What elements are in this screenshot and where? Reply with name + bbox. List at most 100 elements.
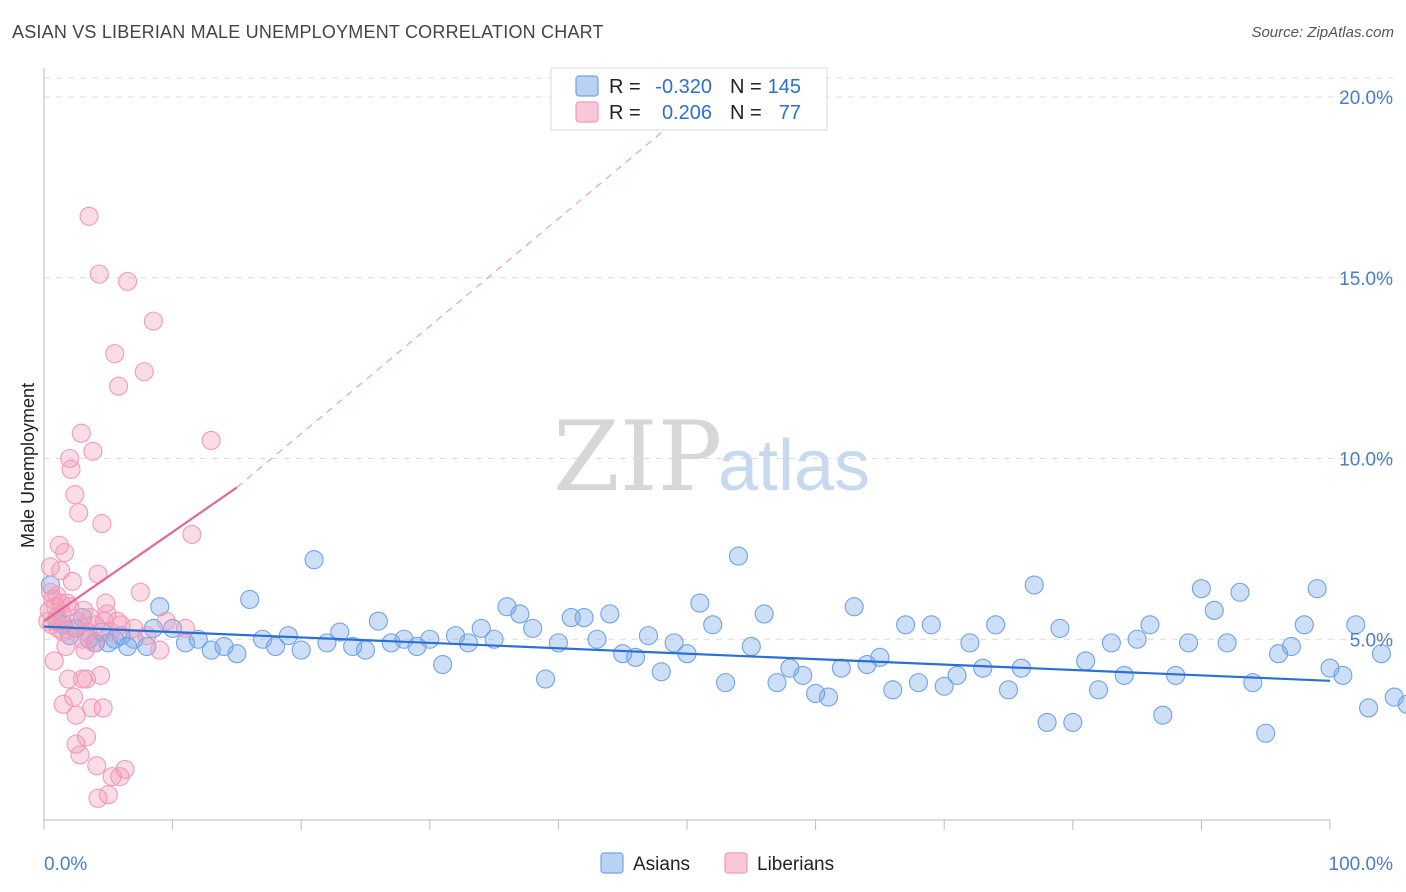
asian-point-45 [523,618,543,638]
watermark-zip: ZIP [553,401,722,513]
y-tick-label-1: 10.0% [1339,450,1393,471]
asian-point-72 [870,647,890,667]
y-axis-label: Male Unemployment [18,383,38,548]
liberian-point-71 [143,311,163,331]
liberian-point-57 [98,785,118,805]
asian-point-106 [1307,579,1327,599]
liberian-point-36 [74,600,94,620]
asian-point-100 [1230,582,1250,602]
asian-point-40 [458,633,478,653]
asian-point-82 [998,680,1019,700]
asian-point-92 [1127,629,1147,649]
liberian-point-70 [137,626,157,646]
asian-point-22 [227,644,247,664]
asian-point-59 [703,615,723,635]
liberian-point-73 [156,611,176,631]
asian-point-81 [986,615,1006,635]
asian-point-38 [433,655,453,675]
asian-point-19 [188,629,208,649]
bottom-legend-asian-label: Asians [633,854,690,875]
liberian-point-76 [201,430,221,450]
asian-point-99 [1217,633,1237,653]
asian-point-31 [343,636,363,657]
x-tick-label-min: 0.0% [44,854,87,875]
asian-point-111 [1371,644,1391,664]
asian-point-12 [118,636,138,657]
liberian-point-23 [61,459,81,479]
asian-point-61 [728,546,748,566]
liberian-point-33 [71,423,91,443]
liberian-point-74 [175,618,196,638]
asian-point-94 [1153,705,1173,725]
liberian-point-58 [101,622,121,642]
asian-point-50 [587,629,607,649]
legend-asian-r-label: R = [609,76,641,98]
legend-liberian-r-value: 0.206 [662,102,712,124]
asian-point-74 [896,615,916,635]
legend-asian-swatch [575,75,599,97]
legend-asian-r-value: -0.320 [655,76,712,98]
y-tick-labels: 5.0% 10.0% 15.0% 20.0% [1339,88,1393,651]
asian-point-64 [767,673,787,693]
asian-point-68 [818,687,839,707]
asian-point-88 [1076,651,1096,671]
liberian-points [38,206,221,808]
liberian-point-72 [150,640,170,660]
asian-point-66 [793,665,813,685]
liberian-point-44 [83,441,103,461]
liberian-point-62 [109,376,129,396]
liberian-point-65 [115,759,135,779]
asian-point-62 [741,636,761,657]
asian-point-18 [175,633,196,653]
x-tick-label-max: 100.0% [1329,854,1394,875]
asian-point-70 [844,597,864,617]
liberian-trend-line [43,486,238,623]
liberian-point-32 [70,745,90,765]
asian-point-55 [651,662,671,682]
liberian-point-41 [79,206,99,226]
liberian-point-47 [87,756,107,776]
legend: R = -0.320 N = 145 R = 0.206 N = 77 [550,67,828,131]
liberian-point-66 [118,271,138,291]
liberian-point-68 [130,582,150,602]
asian-point-27 [291,640,311,660]
asian-point-23 [240,589,260,610]
bottom-legend-liberian-swatch [724,852,748,874]
asian-point-76 [921,615,941,635]
asian-point-25 [265,636,286,657]
liberian-point-24 [62,571,82,591]
asian-point-89 [1088,680,1109,700]
asian-point-16 [150,597,170,617]
y-tick-label-2: 15.0% [1339,269,1393,290]
liberian-point-60 [105,344,125,364]
liberian-point-38 [76,669,96,689]
legend-liberian-n-value: 77 [779,102,801,124]
asian-point-51 [600,604,620,624]
y-tick-label-3: 20.0% [1339,88,1393,109]
legend-liberian-n-label: N = [730,102,762,124]
asian-trend-line [43,625,1331,682]
asian-point-32 [355,640,376,660]
asian-point-41 [471,618,491,638]
asian-point-77 [934,676,954,696]
liberian-point-75 [182,524,202,544]
asian-point-109 [1346,615,1366,635]
asian-point-58 [690,593,710,613]
grid [44,77,1393,640]
legend-asian-n-label: N = [730,76,762,98]
liberian-point-43 [82,698,102,718]
bottom-legend-liberian-label: Liberians [757,854,834,875]
asian-point-46 [535,669,556,689]
asian-point-86 [1050,618,1070,638]
asian-point-96 [1178,633,1199,653]
liberian-point-6 [44,651,64,671]
asian-point-28 [304,550,324,570]
liberian-point-53 [93,698,113,718]
asian-point-33 [368,611,388,631]
asian-point-75 [908,673,929,693]
asian-point-49 [574,608,594,628]
asian-point-63 [754,604,774,624]
legend-liberian-swatch [575,101,599,123]
legend-liberian-r-label: R = [609,102,641,124]
y-tick-label-0: 5.0% [1350,630,1393,651]
